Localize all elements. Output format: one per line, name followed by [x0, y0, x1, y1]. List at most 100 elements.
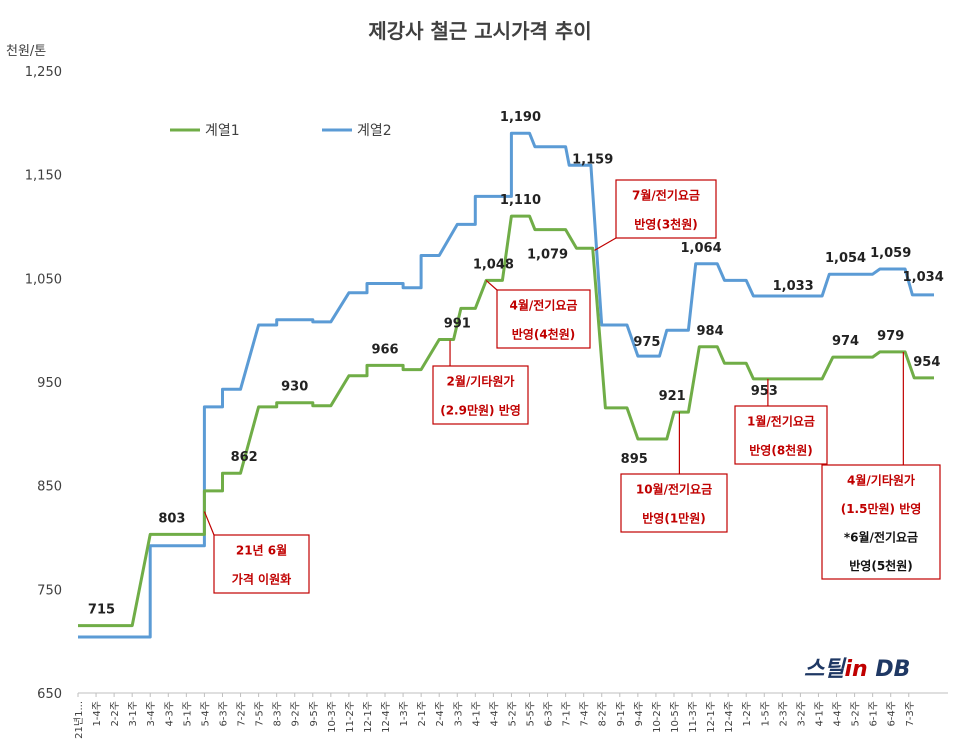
annotation-text: 4월/전기요금 — [510, 298, 578, 313]
data-label: 953 — [751, 384, 778, 399]
annotation-text: 반영(1만원) — [642, 511, 705, 526]
x-tick-label: 12-4주 — [381, 701, 392, 733]
annotation-box — [620, 473, 728, 533]
series-line-2 — [78, 131, 934, 639]
x-tick-label: 6-3주 — [218, 701, 229, 727]
x-tick-label: 7-5주 — [255, 701, 266, 727]
x-tick-label: 5-5주 — [526, 701, 537, 727]
data-label: 1,110 — [500, 193, 541, 208]
x-tick-label: 12-4주 — [724, 701, 735, 733]
annotation-box — [496, 289, 591, 349]
x-tick-label: 9-5주 — [309, 701, 320, 727]
data-label: 1,033 — [773, 279, 814, 294]
watermark-logo-text: 스틸in DB — [804, 657, 910, 682]
x-tick-label: 10-3주 — [327, 701, 338, 733]
x-tick-label: 5-4주 — [200, 701, 211, 727]
x-tick-label: 9-1주 — [616, 701, 627, 727]
data-label: 954 — [913, 355, 940, 370]
legend-label-series-2: 계열2 — [357, 123, 392, 139]
annotation-text: 21년 6월 — [236, 543, 287, 558]
x-tick-label: 21년1... — [73, 701, 85, 739]
chart-title: 제강사 철근 고시가격 추이 — [368, 19, 591, 43]
x-tick-label: 4-1주 — [814, 701, 825, 727]
data-label: 921 — [659, 389, 686, 404]
legend-label-series-1: 계열1 — [205, 123, 240, 139]
data-label: 803 — [158, 511, 185, 526]
data-label: 974 — [832, 334, 859, 349]
x-tick-label: 10-5주 — [670, 701, 681, 733]
y-tick-label: 750 — [37, 583, 62, 598]
x-tick-label: 1-5주 — [760, 701, 771, 727]
data-label: 1,190 — [500, 110, 541, 125]
series-line-1 — [78, 214, 934, 628]
annotation-box — [821, 464, 941, 580]
x-tick-label: 4-4주 — [833, 701, 844, 727]
data-label: 1,159 — [572, 152, 613, 167]
series-layer — [78, 131, 934, 639]
y-tick-label: 1,150 — [25, 169, 62, 184]
annotation-text: 반영(8천원) — [749, 443, 812, 458]
data-label: 1,034 — [903, 270, 944, 285]
x-tick-label: 2-3주 — [778, 701, 789, 727]
annotation-text: *6월/전기요금 — [844, 529, 918, 544]
x-tick-label: 7-2주 — [237, 701, 248, 727]
annotation-text: 10월/전기요금 — [636, 482, 712, 497]
x-tick-label: 3-2주 — [796, 701, 807, 727]
x-tick-label: 3-4주 — [146, 701, 157, 727]
x-tick-label: 9-2주 — [291, 701, 302, 727]
annotation-text: (1.5만원) 반영 — [841, 501, 922, 516]
data-label: 984 — [697, 324, 724, 339]
annotation-text: 1월/전기요금 — [747, 414, 815, 429]
x-tick-label: 12-1주 — [706, 701, 717, 733]
data-label: 966 — [371, 342, 398, 357]
x-tick-label: 7-1주 — [562, 701, 573, 727]
annotation-text: 2월/기타원가 — [447, 374, 515, 389]
annotation-text: (2.9만원) 반영 — [440, 403, 521, 418]
y-axis-unit-label: 천원/톤 — [6, 44, 46, 59]
x-tick-label: 8-2주 — [598, 701, 609, 727]
data-label: 862 — [231, 450, 258, 465]
annotation-box — [615, 179, 717, 239]
x-tick-label: 7-4주 — [580, 701, 591, 727]
y-tick-label: 950 — [37, 376, 62, 391]
watermark-logo: 스틸in DB — [804, 657, 910, 682]
x-tick-label: 9-4주 — [634, 701, 645, 727]
legend: 계열1 계열2 — [170, 123, 392, 139]
x-tick-label: 2-4주 — [435, 701, 446, 727]
x-tick-label: 4-4주 — [489, 701, 500, 727]
x-tick-label: 6-1주 — [869, 701, 880, 727]
y-tick-label: 850 — [37, 480, 62, 495]
x-tick-label: 4-3주 — [164, 701, 175, 727]
x-tick-label: 2-1주 — [417, 701, 428, 727]
data-label: 895 — [621, 452, 648, 467]
data-labels: 715 803 862 930 966 991 1,048 1,110 1,079 1,190 1,… — [88, 110, 944, 617]
x-tick-label: 1-4주 — [92, 701, 103, 727]
x-tick-label: 5-2주 — [851, 701, 862, 727]
data-label: 975 — [633, 335, 660, 350]
x-tick-label: 5-2주 — [507, 701, 518, 727]
x-tick-label: 6-3주 — [544, 701, 555, 727]
x-axis-ticks: 21년1... 1-4주 2-2주 3-1주 3-4주 4-3주 5-1주 5-4주 6-3주 7… — [73, 693, 916, 739]
annotation-box — [213, 534, 310, 594]
data-label: 979 — [877, 329, 904, 344]
annotation-leader — [485, 279, 498, 291]
x-tick-label: 7-3주 — [905, 701, 916, 727]
x-tick-label: 6-4주 — [887, 701, 898, 727]
annotation-text: 반영(3천원) — [634, 217, 697, 232]
annotation-text: 4월/기타원가 — [847, 472, 915, 487]
x-tick-label: 8-3주 — [273, 701, 284, 727]
x-tick-label: 12-1주 — [363, 701, 374, 733]
x-tick-label: 2-2주 — [110, 701, 121, 727]
annotation-text: 7월/전기요금 — [632, 188, 700, 203]
y-tick-label: 1,250 — [25, 65, 62, 80]
x-tick-label: 1-3주 — [399, 701, 410, 727]
data-label: 1,048 — [473, 257, 514, 272]
x-tick-label: 1-2주 — [742, 701, 753, 727]
x-tick-label: 11-3주 — [688, 701, 699, 733]
x-tick-label: 5-1주 — [182, 701, 193, 727]
data-label: 930 — [281, 380, 308, 395]
annotation-leader — [594, 237, 617, 251]
x-tick-label: 4-1주 — [471, 701, 482, 727]
